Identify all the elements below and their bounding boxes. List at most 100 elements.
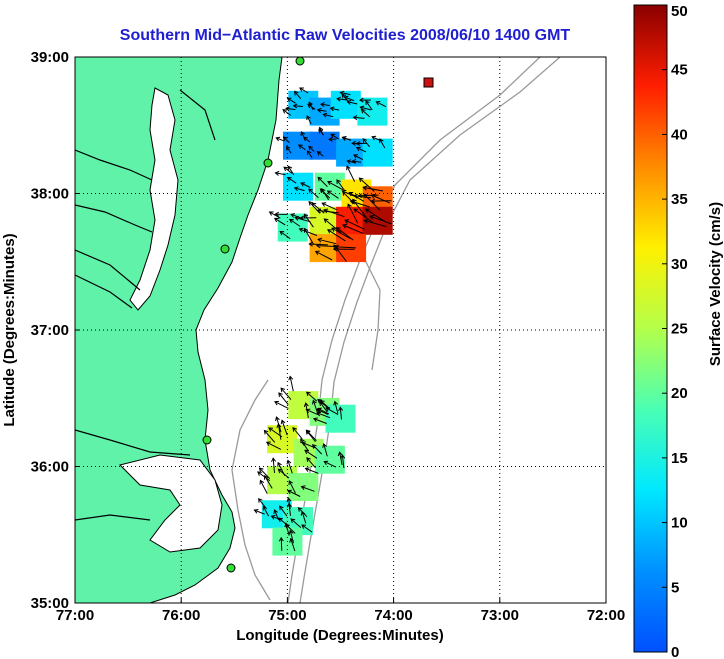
- velocity-arrow-head: [322, 112, 328, 118]
- velocity-arrow: [280, 387, 292, 400]
- velocity-arrow: [319, 401, 328, 413]
- velocity-arrow-head: [268, 211, 274, 216]
- velocity-arrow-head: [288, 480, 293, 486]
- velocity-arrow: [285, 107, 296, 111]
- velocity-arrow-head: [301, 524, 307, 529]
- velocity-arrow-head: [363, 193, 369, 199]
- velocity-arrow: [317, 238, 337, 245]
- colorbar-tick-label: 45: [671, 62, 688, 79]
- heatmap-cell: [314, 445, 345, 474]
- x-tick-label: 72:00: [587, 607, 625, 624]
- velocity-arrow: [305, 467, 319, 474]
- velocity-arrow-head: [317, 398, 323, 404]
- velocity-arrow-head: [274, 170, 280, 176]
- velocity-arrow-head: [286, 497, 292, 502]
- velocity-arrow: [342, 136, 351, 141]
- velocity-arrow-head: [279, 230, 285, 236]
- velocity-arrow-head: [294, 216, 300, 221]
- velocity-arrow: [294, 91, 302, 100]
- velocity-arrow-head: [316, 107, 322, 113]
- velocity-arrow-head: [327, 180, 332, 186]
- velocity-arrow: [327, 229, 346, 242]
- velocity-arrow-head: [271, 457, 277, 463]
- velocity-arrow-head: [357, 193, 363, 199]
- velocity-arrow-head: [288, 529, 294, 535]
- river-6: [75, 429, 191, 456]
- velocity-arrow-head: [308, 241, 314, 247]
- velocity-arrow: [321, 202, 337, 211]
- velocity-arrow-head: [286, 145, 291, 151]
- site-marker-5: [226, 563, 236, 573]
- velocity-arrow-head: [297, 507, 303, 512]
- velocity-arrow-head: [306, 150, 312, 156]
- velocity-arrow-head: [317, 407, 322, 413]
- velocity-arrow-head: [318, 128, 323, 134]
- heatmap-cell: [336, 206, 367, 235]
- velocity-arrow-head: [262, 505, 268, 511]
- velocity-arrow: [340, 92, 351, 96]
- velocity-arrow: [278, 392, 289, 406]
- heatmap-cell: [330, 90, 361, 119]
- velocity-arrow: [327, 181, 344, 191]
- velocity-arrow: [306, 457, 316, 469]
- velocity-arrow-head: [353, 154, 358, 159]
- velocity-arrow: [347, 203, 359, 224]
- sound-water: [119, 454, 223, 553]
- velocity-arrow-head: [321, 202, 327, 207]
- velocity-arrow-head: [338, 406, 344, 412]
- velocity-arrow-head: [346, 99, 352, 105]
- velocity-arrow-head: [253, 509, 259, 514]
- grid-lines: [75, 57, 606, 603]
- velocity-arrow-head: [265, 441, 271, 446]
- velocity-arrow: [330, 133, 339, 140]
- velocity-arrow: [306, 115, 312, 125]
- velocity-arrow: [316, 245, 336, 247]
- velocity-arrow: [352, 160, 362, 163]
- velocity-vectors: [253, 87, 392, 552]
- velocity-arrow-head: [323, 208, 329, 214]
- velocity-arrow: [279, 231, 291, 240]
- velocity-arrow: [360, 106, 372, 111]
- velocity-arrow: [327, 190, 339, 199]
- velocity-arrow-head: [304, 467, 310, 472]
- velocity-arrow: [281, 420, 288, 436]
- velocity-arrow: [306, 391, 318, 402]
- velocity-arrow: [361, 109, 371, 118]
- velocity-arrow: [287, 97, 296, 104]
- velocity-arrow-head: [326, 190, 332, 195]
- y-axis-ticks: 39:00 38:00 37:00 36:00 35:00: [31, 49, 80, 612]
- velocity-arrow: [323, 443, 328, 457]
- velocity-arrow-head: [379, 138, 384, 144]
- velocity-arrow: [299, 228, 318, 236]
- velocity-arrow-head: [316, 411, 322, 417]
- velocity-arrow-head: [290, 213, 296, 218]
- velocity-arrow: [257, 471, 271, 482]
- buoy-marker: [423, 77, 434, 88]
- velocity-arrow: [317, 407, 330, 415]
- velocity-arrow-head: [312, 417, 318, 423]
- velocity-arrow-head: [370, 194, 376, 199]
- bay-water: [129, 87, 179, 311]
- velocity-arrow: [298, 144, 306, 151]
- heatmap-cell: [314, 172, 345, 201]
- velocity-arrow-head: [346, 159, 352, 165]
- velocity-arrow: [307, 150, 313, 158]
- velocity-arrow-head: [342, 191, 347, 196]
- velocity-arrow-head: [288, 218, 294, 224]
- velocity-arrow: [312, 444, 323, 455]
- velocity-arrow-head: [321, 187, 326, 193]
- velocity-arrow-head: [287, 165, 293, 171]
- velocity-arrow-head: [341, 136, 347, 141]
- velocity-arrow-head: [279, 505, 284, 511]
- velocity-arrow-head: [334, 244, 340, 250]
- velocity-arrow-head: [320, 102, 325, 108]
- colorbar-tick-label: 30: [671, 256, 688, 273]
- velocity-arrow: [350, 200, 370, 208]
- site-marker-3: [220, 244, 230, 254]
- velocity-arrow-head: [300, 485, 306, 491]
- velocity-arrow: [365, 208, 386, 223]
- velocity-arrow: [259, 480, 268, 494]
- river-7: [75, 514, 151, 521]
- velocity-arrow-head: [319, 399, 325, 405]
- velocity-arrow: [289, 376, 294, 392]
